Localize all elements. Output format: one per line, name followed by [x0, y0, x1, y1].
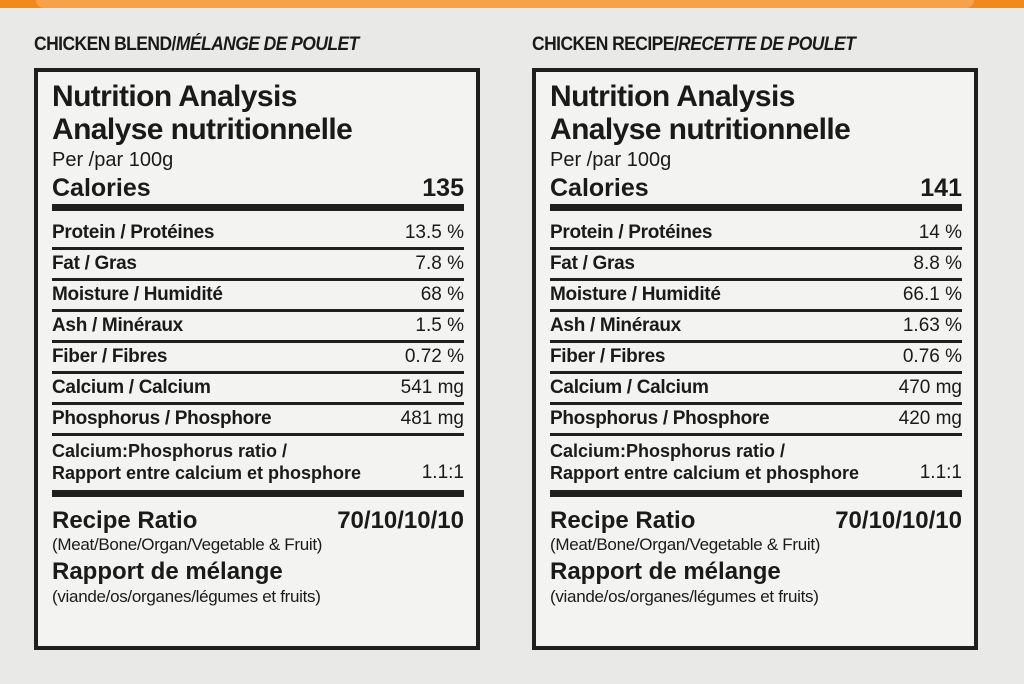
ratio-line-french: Rapport entre calcium et phosphore 1.1:1 — [52, 462, 464, 484]
nutrient-name: Fiber / Fibres — [550, 346, 666, 367]
ratio-label-english: Calcium:Phosphorus ratio / — [52, 441, 288, 461]
nutrient-name: Moisture / Humidité — [52, 284, 223, 305]
nutrient-row-moisture: Moisture / Humidité 68 % — [52, 281, 464, 312]
nutrient-row-calcium: Calcium / Calcium 541 mg — [52, 374, 464, 405]
nutrient-value: 470 mg — [898, 377, 962, 398]
nutrient-value: 13.5 % — [404, 222, 464, 243]
nutrient-value: 0.76 % — [902, 346, 962, 367]
nutrient-name: Ash / Minéraux — [52, 315, 183, 336]
ratio-value: 1.1:1 — [919, 462, 962, 483]
nutrient-row-moisture: Moisture / Humidité 66.1 % — [550, 281, 962, 312]
title-english: Nutrition Analysis — [52, 80, 297, 113]
nutrient-name: Fiber / Fibres — [52, 346, 168, 367]
recipe-ratio-label: Recipe Ratio — [550, 507, 696, 534]
recipe-ratio-label-french: Rapport de mélange — [52, 558, 283, 585]
nutrient-row-phosphorus: Phosphorus / Phosphore 420 mg — [550, 405, 962, 436]
serving-size: Per /par 100g — [52, 149, 174, 171]
recipe-ratio-sub-french: (viande/os/organes/légumes et fruits) — [550, 587, 819, 606]
nutrient-row-fat: Fat / Gras 8.8 % — [550, 250, 962, 281]
nutrient-name: Protein / Protéines — [52, 222, 215, 243]
nutrient-name: Fat / Gras — [52, 253, 137, 274]
ratio-line-french: Rapport entre calcium et phosphore 1.1:1 — [550, 462, 962, 484]
nutrient-name: Fat / Gras — [550, 253, 635, 274]
panel-heading: CHICKEN RECIPE/RECETTE DE POULET — [532, 28, 942, 62]
recipe-ratio-sub-english: (Meat/Bone/Organ/Vegetable & Fruit) — [550, 535, 821, 554]
recipe-ratio-row: Recipe Ratio 70/10/10/10 — [52, 507, 464, 535]
nutrient-row-ash: Ash / Minéraux 1.63 % — [550, 312, 962, 343]
nutrient-name: Moisture / Humidité — [550, 284, 721, 305]
calories-value: 135 — [422, 174, 464, 202]
heading-english: CHICKEN BLEND/ — [34, 34, 176, 55]
panel-heading: CHICKEN BLEND/MÉLANGE DE POULET — [34, 28, 444, 62]
nutrient-value: 541 mg — [400, 377, 464, 398]
heading-french: MÉLANGE DE POULET — [175, 34, 359, 55]
title-french: Analyse nutritionnelle — [52, 113, 353, 146]
nutrient-value: 481 mg — [400, 408, 464, 429]
recipe-ratio-value: 70/10/10/10 — [337, 507, 464, 534]
nutrient-name: Calcium / Calcium — [52, 377, 211, 398]
ratio-label-english: Calcium:Phosphorus ratio / — [550, 441, 786, 461]
nutrient-row-phosphorus: Phosphorus / Phosphore 481 mg — [52, 405, 464, 436]
nutrient-value: 7.8 % — [415, 253, 464, 274]
calories-row: Calories 135 — [52, 172, 464, 211]
nutrient-name: Protein / Protéines — [550, 222, 713, 243]
nutrition-box: Nutrition Analysis Analyse nutritionnell… — [34, 68, 480, 650]
orange-packaging-strip — [0, 0, 1024, 8]
nutrient-row-protein: Protein / Protéines 13.5 % — [52, 219, 464, 250]
nutrition-box: Nutrition Analysis Analyse nutritionnell… — [532, 68, 978, 650]
nutrient-value: 66.1 % — [902, 284, 962, 305]
nutrient-name: Ash / Minéraux — [550, 315, 681, 336]
ratio-label-french: Rapport entre calcium et phosphore — [52, 463, 362, 483]
nutrient-value: 8.8 % — [913, 253, 962, 274]
nutrient-name: Phosphorus / Phosphore — [52, 408, 272, 429]
nutrient-row-fat: Fat / Gras 7.8 % — [52, 250, 464, 281]
recipe-ratio-label: Recipe Ratio — [52, 507, 198, 534]
ca-p-ratio-block: Calcium:Phosphorus ratio / Rapport entre… — [52, 436, 464, 497]
recipe-ratio-value: 70/10/10/10 — [835, 507, 962, 534]
calories-label: Calories — [550, 174, 649, 202]
ca-p-ratio-block: Calcium:Phosphorus ratio / Rapport entre… — [550, 436, 962, 497]
ratio-label-french: Rapport entre calcium et phosphore — [550, 463, 860, 483]
nutrient-row-fiber: Fiber / Fibres 0.76 % — [550, 343, 962, 374]
recipe-ratio-row: Recipe Ratio 70/10/10/10 — [550, 507, 962, 535]
nutrient-row-ash: Ash / Minéraux 1.5 % — [52, 312, 464, 343]
nutrient-row-calcium: Calcium / Calcium 470 mg — [550, 374, 962, 405]
heading-french: RECETTE DE POULET — [678, 34, 856, 55]
title-english: Nutrition Analysis — [550, 80, 795, 113]
nutrient-name: Calcium / Calcium — [550, 377, 709, 398]
calories-label: Calories — [52, 174, 151, 202]
nutrient-name: Phosphorus / Phosphore — [550, 408, 770, 429]
nutrient-row-fiber: Fiber / Fibres 0.72 % — [52, 343, 464, 374]
title-french: Analyse nutritionnelle — [550, 113, 851, 146]
chicken-recipe-panel: CHICKEN RECIPE/RECETTE DE POULET Nutriti… — [532, 28, 978, 650]
recipe-ratio-label-french: Rapport de mélange — [550, 558, 781, 585]
nutrient-value: 68 % — [420, 284, 464, 305]
chicken-blend-panel: CHICKEN BLEND/MÉLANGE DE POULET Nutritio… — [34, 28, 480, 650]
calories-value: 141 — [920, 174, 962, 202]
nutrient-value: 1.63 % — [902, 315, 962, 336]
nutrient-value: 1.5 % — [415, 315, 464, 336]
nutrient-value: 420 mg — [898, 408, 962, 429]
serving-size: Per /par 100g — [550, 149, 672, 171]
ratio-value: 1.1:1 — [421, 462, 464, 483]
calories-row: Calories 141 — [550, 172, 962, 211]
nutrient-value: 0.72 % — [404, 346, 464, 367]
heading-english: CHICKEN RECIPE/ — [532, 34, 679, 55]
recipe-ratio-sub-english: (Meat/Bone/Organ/Vegetable & Fruit) — [52, 535, 323, 554]
nutrient-row-protein: Protein / Protéines 14 % — [550, 219, 962, 250]
nutrient-value: 14 % — [918, 222, 962, 243]
recipe-ratio-sub-french: (viande/os/organes/légumes et fruits) — [52, 587, 321, 606]
